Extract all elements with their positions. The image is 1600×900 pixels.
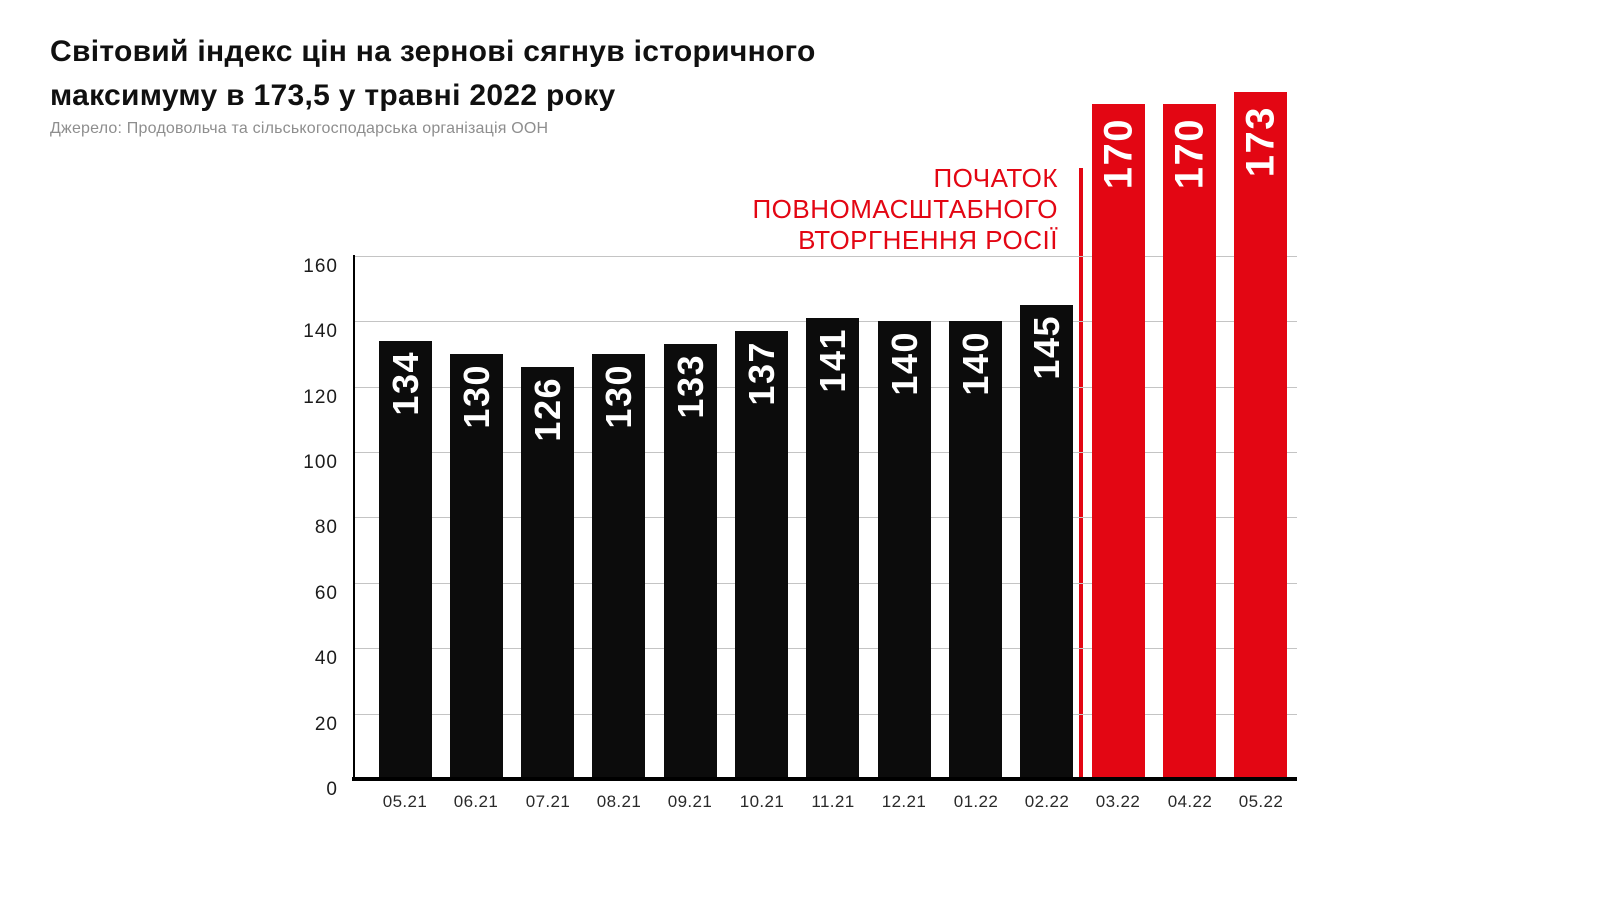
invasion-annotation-line-2: ПОВНОМАСШТАБНОГО [752,194,1058,224]
y-tick-label-60: 60 [314,583,338,604]
bar-12.21: 140 [878,321,931,779]
x-tick-label-06.21: 06.21 [453,792,499,811]
bar-value-label-06.21: 130 [455,364,497,429]
bar-07.21: 126 [521,367,574,779]
bar-value-label-02.22: 145 [1025,315,1067,380]
y-tick-label-40: 40 [314,648,338,669]
x-tick-label-08.21: 08.21 [596,792,642,811]
x-tick-label-04.22: 04.22 [1167,792,1213,811]
invasion-divider-line [1079,168,1083,779]
bar-11.21: 141 [806,318,859,779]
page-title: Світовий індекс цін на зернові сягнув іс… [50,30,816,118]
bar-09.21: 133 [664,344,717,779]
x-tick-label-05.22: 05.22 [1238,792,1284,811]
x-axis-line [352,777,1297,781]
bar-10.21: 137 [735,331,788,779]
source-caption: Джерело: Продовольча та сільськогосподар… [50,120,549,137]
bar-value-label-12.21: 140 [883,331,925,396]
page-title-line-2: максимуму в 173,5 у травні 2022 року [50,79,616,112]
y-tick-label-20: 20 [314,714,338,735]
bar-05.21: 134 [379,341,432,779]
y-tick-label-120: 120 [303,387,338,408]
bar-value-label-03.22: 170 [1096,118,1140,190]
y-tick-label-140: 140 [303,321,338,342]
x-tick-label-02.22: 02.22 [1024,792,1070,811]
x-tick-label-11.21: 11.21 [811,792,855,811]
x-tick-label-09.21: 09.21 [667,792,713,811]
bar-value-label-05.21: 134 [384,351,426,416]
x-tick-label-03.22: 03.22 [1095,792,1141,811]
y-axis-line [353,255,355,781]
x-tick-label-07.21: 07.21 [525,792,571,811]
y-tick-label-100: 100 [303,452,338,473]
bar-03.22: 170 [1092,104,1145,779]
bar-value-label-08.21: 130 [597,364,639,429]
bar-value-label-10.21: 137 [740,341,782,406]
bar-value-label-01.22: 140 [954,331,996,396]
invasion-annotation-line-1: ПОЧАТОК [933,163,1058,193]
x-tick-label-05.21: 05.21 [382,792,428,811]
bar-value-label-09.21: 133 [669,354,711,419]
gridline-160 [353,256,1297,257]
x-tick-label-01.22: 01.22 [953,792,999,811]
invasion-annotation: ПОЧАТОК ПОВНОМАСШТАБНОГО ВТОРГНЕННЯ РОСІ… [752,163,1058,256]
y-tick-label-80: 80 [314,517,338,538]
bar-04.22: 170 [1163,104,1216,779]
bar-01.22: 140 [949,321,1002,779]
bar-value-label-11.21: 141 [811,328,853,393]
bar-value-label-07.21: 126 [526,377,568,442]
bar-value-label-04.22: 170 [1167,118,1211,190]
y-tick-label-160: 160 [303,256,338,277]
bar-08.21: 130 [592,354,645,779]
bar-06.21: 130 [450,354,503,779]
bar-value-label-05.22: 173 [1238,106,1282,178]
bar-02.22: 145 [1020,305,1073,779]
bar-05.22: 173 [1234,92,1287,779]
x-tick-label-10.21: 10.21 [739,792,785,811]
invasion-annotation-line-3: ВТОРГНЕННЯ РОСІЇ [798,225,1058,255]
y-tick-label-0: 0 [326,779,338,800]
page-title-line-1: Світовий індекс цін на зернові сягнув іс… [50,35,816,68]
x-tick-label-12.21: 12.21 [881,792,927,811]
